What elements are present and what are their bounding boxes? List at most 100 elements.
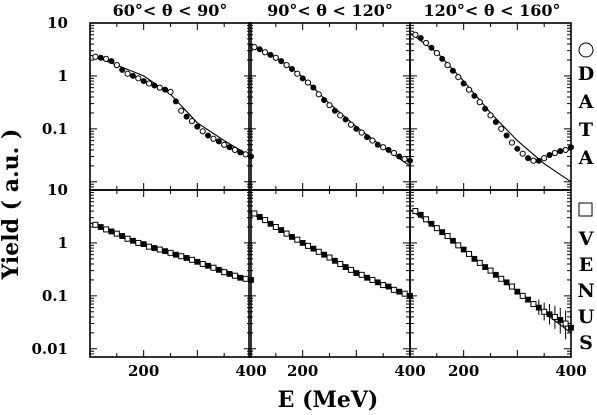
data-point: [289, 234, 295, 240]
data-point: [183, 113, 190, 120]
data-point: [237, 274, 244, 281]
data-point: [272, 223, 279, 230]
data-point: [541, 155, 548, 162]
data-point: [476, 259, 483, 266]
x-tick-label: 400: [394, 362, 425, 380]
data-point: [103, 226, 110, 233]
data-point: [337, 260, 344, 267]
y-tick-label: 0.01: [31, 340, 68, 358]
panel-2-2: [248, 189, 413, 358]
data-point: [226, 144, 233, 151]
data-point: [342, 264, 349, 270]
data-point: [546, 152, 553, 159]
data-point: [242, 151, 249, 158]
legend-letter: E: [579, 254, 593, 276]
data-point: [358, 271, 365, 278]
data-point: [401, 290, 408, 297]
data-point: [541, 308, 548, 315]
data-point: [294, 70, 301, 77]
data-point: [108, 228, 115, 235]
data-point: [385, 146, 392, 153]
data-point: [353, 270, 360, 276]
data-point: [417, 211, 424, 218]
data-point: [369, 137, 376, 144]
data-point: [221, 141, 228, 148]
data-point: [205, 132, 212, 139]
column-title-3: 120°< θ < 160°: [424, 1, 561, 20]
data-point: [374, 279, 381, 286]
data-point: [482, 264, 489, 270]
data-point: [210, 264, 217, 271]
panel-2-1: [89, 189, 254, 358]
data-point: [215, 266, 222, 273]
data-point: [557, 148, 564, 155]
data-point: [417, 35, 424, 42]
data-point: [304, 79, 312, 86]
y-tick-label: 1: [58, 67, 68, 85]
data-point: [331, 107, 338, 114]
data-point: [460, 80, 467, 87]
data-point: [514, 288, 521, 295]
data-point: [455, 242, 462, 249]
data-point: [396, 153, 403, 160]
data-point: [551, 149, 559, 157]
data-point: [347, 266, 354, 273]
x-tick-label: 200: [448, 362, 479, 380]
legend-square-marker: [578, 202, 593, 217]
panels: [89, 22, 575, 358]
data-point: [315, 91, 322, 98]
y-tick-label: 0.1: [42, 287, 68, 305]
data-point: [151, 245, 158, 251]
data-point: [167, 249, 174, 256]
y-axis-label: Yield ( a.u. ): [0, 129, 24, 281]
data-point: [401, 155, 408, 163]
data-point: [428, 220, 435, 227]
data-point: [412, 208, 419, 215]
data-point: [433, 49, 440, 57]
data-point: [151, 82, 158, 89]
data-point: [369, 276, 376, 283]
data-point: [568, 144, 575, 151]
data-point: [267, 51, 274, 58]
data-point: [455, 74, 462, 81]
legend-circle-marker: [578, 42, 594, 58]
data-point: [514, 145, 521, 152]
data-point: [237, 149, 244, 156]
data-point: [156, 246, 163, 253]
data-point: [466, 250, 473, 257]
data-point: [498, 125, 505, 132]
data-point: [188, 256, 195, 263]
legend-letter: A: [578, 147, 594, 169]
data-point: [251, 210, 258, 217]
x-tick-labels: 200 400 200 400 200 400: [128, 362, 587, 380]
column-title-1: 60°< θ < 90°: [113, 1, 228, 20]
data-point: [183, 255, 190, 261]
data-point: [283, 62, 290, 69]
data-point: [364, 134, 371, 141]
data-point: [315, 248, 322, 255]
data-point: [444, 62, 451, 69]
data-point: [492, 118, 499, 125]
column-title-2: 90°< θ < 120°: [267, 1, 393, 20]
legend-letter: V: [578, 228, 595, 250]
data-point: [568, 324, 574, 331]
data-point: [113, 230, 120, 237]
data-point: [337, 112, 344, 119]
data-point: [519, 150, 526, 157]
data-point: [380, 282, 387, 289]
data-point: [172, 251, 179, 258]
x-tick-label: 200: [128, 362, 159, 380]
y-tick-label: 10: [47, 14, 68, 32]
data-point: [364, 274, 370, 281]
data-point: [172, 98, 179, 105]
data-point: [310, 245, 317, 252]
data-point: [390, 286, 397, 293]
data-point: [135, 239, 142, 246]
data-point: [162, 86, 169, 93]
data-point: [124, 70, 131, 77]
data-point: [288, 66, 295, 73]
data-point: [124, 235, 131, 242]
